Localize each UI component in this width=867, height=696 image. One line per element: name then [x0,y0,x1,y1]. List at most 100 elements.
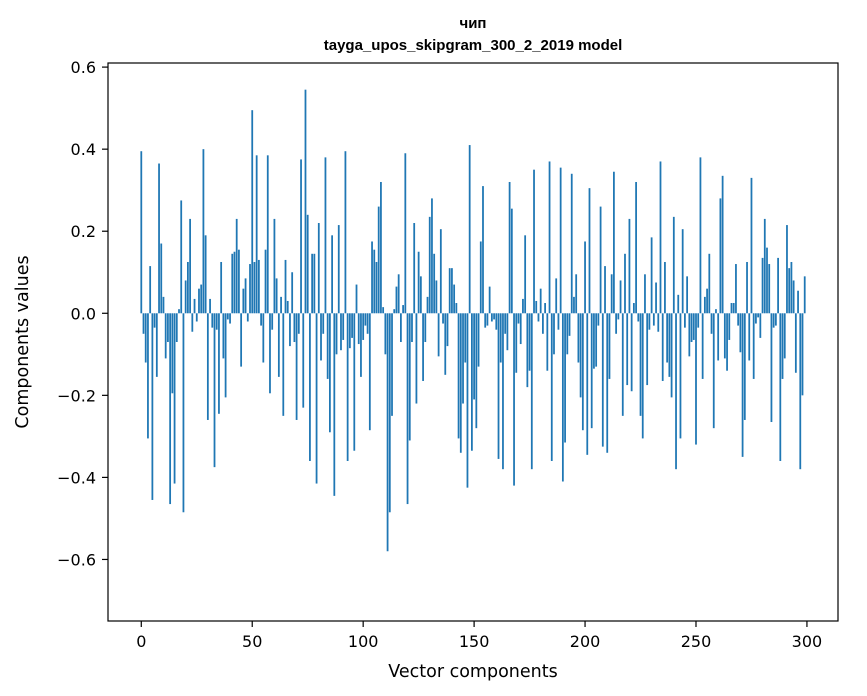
bar [639,313,642,416]
bar [417,251,420,314]
bar [140,151,143,314]
bar [260,313,262,326]
bar [406,313,409,505]
bar [688,313,691,357]
bar [550,313,553,461]
bar [637,313,640,322]
bar [548,161,551,314]
bar [329,313,331,433]
bar [253,261,256,314]
bar [242,288,245,314]
bar [186,261,189,314]
bar [419,276,422,314]
bar [739,313,742,353]
bar [690,313,693,342]
bar [586,313,589,455]
bar [741,313,744,457]
bar [373,249,376,314]
bar [457,313,460,439]
x-tick-label: 250 [681,632,712,651]
bar [167,313,169,342]
bar [601,313,604,447]
bar [362,313,365,340]
bar [604,266,606,314]
bar [675,313,677,470]
bar [535,300,538,314]
bar [366,313,369,334]
bar [240,313,243,367]
bar [593,313,595,369]
bar [315,313,318,484]
bar [326,313,329,379]
bar [351,313,353,338]
bar [353,313,356,451]
bar [309,313,311,461]
bar [222,313,225,359]
bar [160,243,163,314]
bar [229,313,231,324]
x-tick-label: 0 [136,632,146,651]
bar [266,155,269,314]
bar [297,313,300,334]
bar [661,313,664,381]
bar [655,282,657,314]
bar [701,313,704,379]
bar [750,177,753,314]
bar [251,110,254,314]
bar [515,313,518,373]
bar [708,253,711,314]
bar [726,313,728,371]
bar [801,313,804,396]
bar [182,313,185,513]
bar [142,313,145,334]
bar [431,198,433,314]
bar [670,313,673,398]
bar [408,313,411,441]
y-tick-label: −0.6 [57,550,96,569]
chart-title-line1: чип [460,15,487,32]
bar [788,268,791,314]
bar [686,276,689,314]
bar [530,313,533,470]
bar [597,313,600,326]
bar [581,313,584,431]
bar [158,163,160,314]
bar [149,266,152,314]
bar [774,313,777,326]
bar [479,241,482,314]
bar [402,305,404,314]
bar [428,216,431,314]
bar [226,313,229,320]
bar [289,313,291,347]
bar [277,313,280,377]
bar [759,313,762,338]
bar [650,237,653,314]
bar [539,288,542,314]
x-axis-label: Vector components [388,662,557,682]
bar [395,286,398,314]
bar [348,313,351,349]
bar [371,241,373,314]
bar [573,296,575,314]
bar [155,313,158,377]
bar [748,313,751,361]
bar [400,313,402,342]
bar [510,208,513,314]
bar [657,313,660,332]
bar [588,188,591,314]
bar [546,313,549,371]
bar [193,298,196,314]
bar [202,149,205,314]
bar [151,313,154,500]
bar [664,261,666,314]
bar [508,181,511,314]
bar [646,313,649,386]
bar [331,235,333,314]
bar [317,223,320,314]
bar [684,313,686,328]
x-tick-label: 150 [459,632,490,651]
bar [766,247,768,314]
bar [382,307,385,314]
y-tick-label: 0.0 [71,304,96,323]
bar [755,313,757,324]
